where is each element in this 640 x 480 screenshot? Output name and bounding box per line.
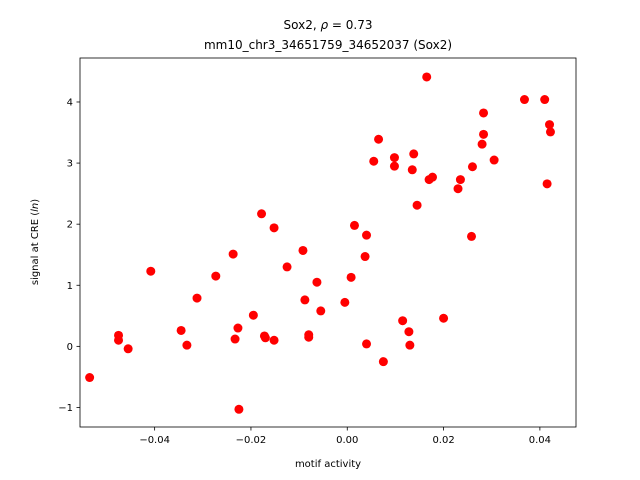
y-tick-label: 1 (67, 281, 73, 292)
data-point (439, 313, 449, 323)
x-tick-label: 0.00 (336, 435, 358, 446)
data-point (176, 325, 186, 335)
data-point (453, 184, 463, 194)
data-point (234, 404, 244, 414)
data-point (248, 310, 258, 320)
data-point (260, 333, 270, 343)
data-point (389, 161, 399, 171)
data-point (282, 262, 292, 272)
data-point (467, 162, 477, 172)
data-point (269, 223, 279, 233)
data-point (542, 179, 552, 189)
data-point (489, 155, 499, 165)
data-point (545, 120, 555, 130)
data-point (467, 231, 477, 241)
data-point (412, 200, 422, 210)
data-point (479, 129, 489, 139)
data-point (360, 252, 370, 262)
data-point (362, 230, 372, 240)
data-point (192, 293, 202, 303)
data-point (409, 149, 419, 159)
chart-title-line2: mm10_chr3_34651759_34652037 (Sox2) (204, 38, 452, 52)
data-point (269, 335, 279, 345)
data-point (146, 266, 156, 276)
y-tick-label: 4 (67, 97, 73, 108)
x-tick-label: −0.04 (139, 435, 170, 446)
data-point (422, 72, 432, 82)
y-tick-label: 2 (67, 220, 73, 231)
data-point (479, 108, 489, 118)
data-point (389, 153, 399, 163)
data-point (374, 134, 384, 144)
data-point (300, 295, 310, 305)
data-point (85, 373, 95, 383)
x-tick-label: −0.02 (236, 435, 267, 446)
data-point (477, 139, 487, 149)
data-point (211, 271, 221, 281)
x-tick-label: 0.02 (432, 435, 454, 446)
data-point (540, 95, 550, 105)
data-point (316, 306, 326, 316)
data-point (228, 249, 238, 259)
data-point (230, 334, 240, 344)
data-point (519, 95, 529, 105)
data-point (398, 316, 408, 326)
data-point (369, 156, 379, 166)
data-point (257, 209, 267, 219)
data-point (298, 245, 308, 255)
data-point (545, 127, 555, 137)
y-tick-label: 3 (67, 159, 73, 170)
chart-title-line1: Sox2, ρ = 0.73 (284, 18, 373, 32)
data-point (346, 272, 356, 282)
data-point (362, 339, 372, 349)
data-point (404, 327, 414, 337)
data-point (182, 340, 192, 350)
data-point (405, 340, 415, 350)
y-axis-label: signal at CRE (ln) (30, 199, 41, 285)
data-points (85, 72, 555, 414)
x-axis-label: motif activity (295, 459, 361, 470)
plot-frame (79, 57, 577, 428)
data-point (114, 335, 124, 345)
y-tick-label: 0 (67, 342, 73, 353)
data-point (427, 172, 437, 182)
y-tick-label: −1 (58, 403, 73, 414)
x-axis-ticks: −0.04 −0.02 0.00 0.02 0.04 (139, 427, 551, 446)
data-point (340, 297, 350, 307)
data-point (233, 323, 243, 333)
data-point (378, 357, 388, 367)
plot-area (79, 57, 577, 428)
y-axis-ticks: −1 0 1 2 3 4 (58, 97, 80, 414)
data-point (407, 165, 417, 175)
x-tick-label: 0.04 (529, 435, 551, 446)
data-point (123, 344, 133, 354)
data-point (304, 332, 314, 342)
data-point (349, 220, 359, 230)
data-point (312, 277, 322, 287)
data-point (455, 175, 465, 185)
